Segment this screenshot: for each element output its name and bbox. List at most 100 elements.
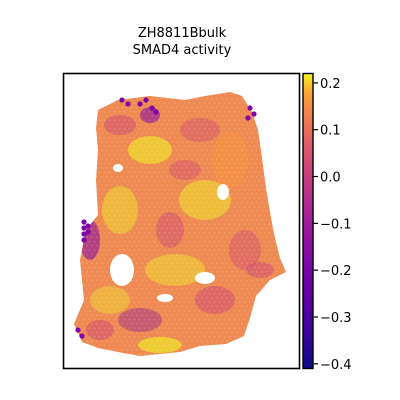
spot [86,132,88,135]
spot [273,275,276,278]
spot [261,227,263,230]
spot [273,353,276,355]
spot [286,193,288,195]
spot [156,123,158,126]
spot [243,353,246,355]
spot [141,296,143,299]
spot [148,110,151,113]
spot [118,335,121,338]
spot [86,253,88,256]
spot [278,292,281,295]
spot [123,197,126,200]
spot [248,188,251,191]
spot [273,318,276,321]
spot [263,275,266,278]
spot [183,266,186,269]
spot [93,180,96,182]
spot [83,301,86,304]
spot [176,201,178,204]
spot [101,141,103,143]
spot [133,136,136,139]
spot [96,348,98,351]
spot [166,314,168,317]
spot [168,93,171,96]
spot [233,344,236,347]
spot [186,201,188,204]
spot [266,262,268,265]
spot [156,227,158,230]
spot [133,102,136,104]
spot [163,232,166,234]
spot [88,240,91,243]
spot [113,258,116,260]
spot [203,214,206,217]
spot [126,158,128,161]
spot [178,171,181,174]
spot [256,314,258,317]
spot [128,110,131,113]
spot [201,314,203,317]
spot [201,262,203,265]
spot [156,158,158,161]
spot [86,89,88,91]
spot [211,167,213,169]
spot [241,305,243,308]
spot [289,111,291,113]
spot [186,89,188,91]
spot [74,335,76,338]
spot [78,197,81,200]
spot [268,309,271,312]
spot [76,245,78,247]
spot [168,353,171,355]
spot [113,249,116,252]
spot [246,175,248,178]
spot [223,162,226,165]
spot [251,305,253,308]
spot [111,115,113,117]
spot [241,141,243,143]
spot [196,227,198,230]
spot [78,154,81,156]
spot [116,296,118,299]
spot [223,206,226,208]
spot [206,271,208,273]
spot [236,89,238,91]
spot [243,327,246,330]
spot [71,262,73,264]
spot [133,128,136,130]
spot [183,335,186,338]
spot [221,271,223,273]
spot [213,197,216,200]
spot [136,245,138,247]
edge-spot [137,101,143,107]
spot [248,292,251,295]
spot [83,214,86,217]
spot [263,284,266,286]
spot [71,254,73,256]
spot [218,284,221,286]
spot [276,89,278,91]
spot [256,236,258,239]
spot [211,253,213,256]
spot [116,340,118,342]
spot [276,253,278,256]
spot [121,296,123,299]
spot [218,318,221,321]
spot [283,240,286,243]
spot [128,301,131,304]
spot [148,154,151,156]
spot [208,223,211,226]
spot [86,331,88,334]
spot [183,119,186,122]
spot [126,227,128,230]
spot [276,167,278,169]
spot [74,162,76,165]
spot [143,353,146,355]
spot [221,201,223,204]
spot [93,154,96,156]
spot [191,331,193,334]
spot [281,132,283,135]
spot [106,201,108,204]
spot [118,266,121,269]
spot [233,206,236,208]
